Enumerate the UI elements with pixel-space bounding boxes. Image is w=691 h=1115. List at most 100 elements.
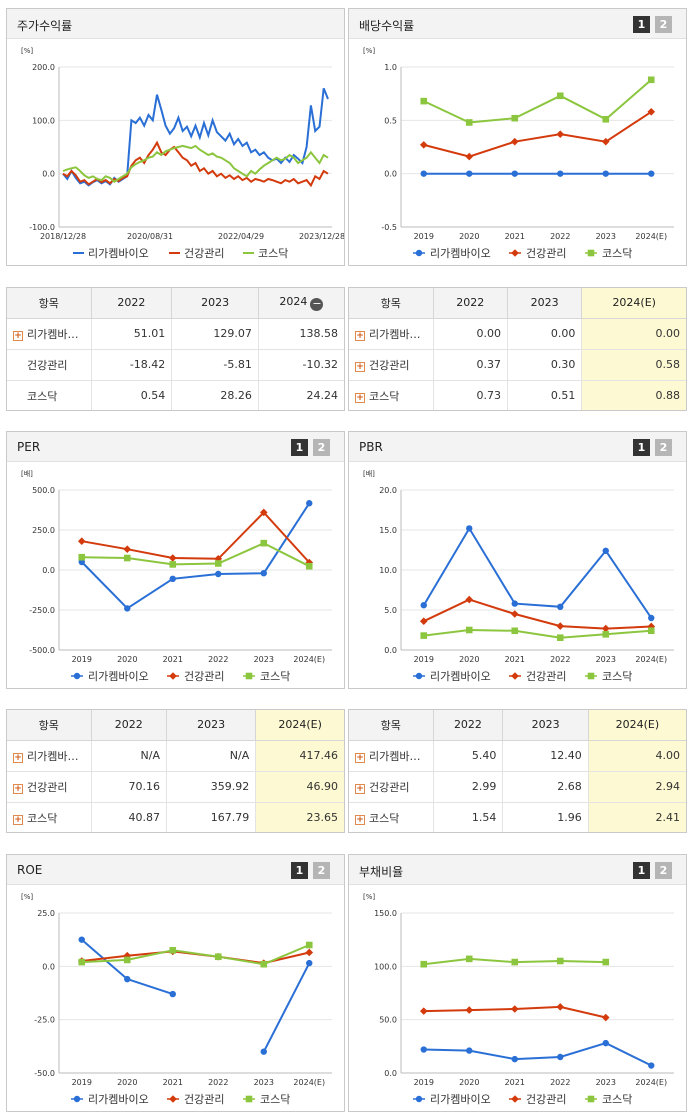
data-point [601, 1013, 610, 1022]
legend-label: 건강관리 [184, 247, 224, 260]
x-tick-label: 2021 [505, 232, 525, 241]
period-button-2[interactable]: 2 [655, 16, 672, 33]
legend-label: 리가켐바이오 [430, 670, 491, 683]
row-name: 건강관리 [369, 358, 410, 372]
row-name-cell[interactable]: + 건강관리 [349, 771, 433, 803]
period-button-1[interactable]: 1 [291, 439, 308, 456]
chart-panel-price: 주가수익률 [%] 200.0 100.0 0.0 -100.0 2018/12/28 20… [6, 8, 345, 266]
data-point [511, 170, 518, 177]
unit-label: [%] [363, 893, 375, 901]
legend-marker [511, 249, 519, 257]
data-point [78, 958, 86, 966]
legend-label: 코스닥 [602, 1093, 632, 1106]
x-tick-label: 2022 [208, 1078, 228, 1087]
x-tick-label: 2024(E) [635, 1078, 667, 1087]
value-cell: 12.40 [502, 740, 589, 772]
series-line [81, 944, 310, 966]
data-point [557, 170, 564, 177]
period-button-2[interactable]: 2 [313, 862, 330, 879]
expand-icon[interactable]: + [355, 392, 365, 403]
column-header-label: 2023 [530, 296, 559, 310]
column-header: 2022 [90, 288, 172, 319]
y-tick-label: 10.0 [379, 566, 397, 575]
chart-panel-pbr: PBR 1 2 [배] 20.0 15.0 10.0 5.0 0.0 2019 2020 202… [348, 431, 687, 689]
legend-marker [73, 1095, 81, 1103]
column-header-label: 2022 [456, 296, 485, 310]
data-point [305, 558, 314, 567]
x-tick-label: 2024(E) [635, 655, 667, 664]
period-button-1[interactable]: 1 [633, 862, 650, 879]
pbr-chart: [배] 20.0 15.0 10.0 5.0 0.0 2019 2020 2021 2022 202… [363, 469, 674, 683]
period-button-2[interactable]: 2 [655, 439, 672, 456]
data-point [259, 508, 268, 517]
y-tick-label: -50.0 [34, 1069, 55, 1078]
data-point [465, 152, 474, 161]
row-name-cell[interactable]: + 리가켐바… [7, 740, 91, 772]
expand-icon[interactable]: + [355, 814, 365, 825]
row-name-cell[interactable]: + 코스닥 [349, 380, 433, 410]
expand-icon[interactable]: + [13, 783, 23, 794]
data-point [420, 170, 427, 177]
data-point [602, 547, 609, 554]
legend-marker [169, 672, 177, 680]
data-point [602, 958, 610, 966]
row-name-cell[interactable]: + 리가켐바… [7, 318, 91, 350]
column-header-label: 2024(E) [615, 718, 660, 732]
data-point [78, 553, 86, 561]
row-name-cell[interactable]: + 건강관리 [7, 771, 91, 803]
column-header-label: 2022 [114, 718, 143, 732]
table-header-row: 항목 2022 2023 2024(E) [349, 288, 686, 319]
value-cell: -5.81 [171, 349, 259, 381]
expand-icon[interactable]: + [13, 752, 23, 763]
series-line [423, 110, 652, 158]
data-point [510, 137, 519, 146]
period-button-2[interactable]: 2 [655, 862, 672, 879]
column-header: 2023 [506, 288, 582, 319]
period-button-1[interactable]: 1 [633, 439, 650, 456]
legend-marker [415, 1095, 423, 1103]
expand-icon[interactable]: + [13, 814, 23, 825]
expand-icon[interactable]: + [355, 361, 365, 372]
x-tick-label: 2018/12/28 [40, 232, 86, 241]
period-button-1[interactable]: 1 [291, 862, 308, 879]
row-name-cell[interactable]: + 건강관리 [349, 349, 433, 381]
legend-marker [169, 1095, 177, 1103]
table-row: + 코스닥 40.87 167.79 23.65 [7, 802, 344, 832]
column-header-label: 2022 [453, 718, 482, 732]
collapse-icon[interactable]: − [310, 296, 324, 311]
chart-panel-per: PER 1 2 [배] 500.0 250.0 0.0 -250.0 -500.0 2019… [6, 431, 345, 689]
row-name-cell[interactable]: + 리가켐바… [349, 318, 433, 350]
value-cell: 1.96 [502, 802, 589, 832]
row-name-cell[interactable]: + 리가켐바… [349, 740, 433, 772]
column-header-label: 2022 [117, 296, 146, 310]
row-name-cell[interactable]: + 코스닥 [7, 802, 91, 832]
data-point [557, 603, 564, 610]
value-cell: 0.00 [432, 318, 508, 350]
data-point [124, 975, 131, 983]
value-cell: 167.79 [165, 802, 256, 832]
y-tick-label: 0.0 [384, 170, 397, 179]
x-tick-label: 2019 [414, 1078, 434, 1087]
column-header: 2022 [432, 288, 508, 319]
expand-icon[interactable]: + [355, 783, 365, 794]
row-name: 코스닥 [27, 389, 58, 403]
row-name-cell[interactable]: + 코스닥 [349, 802, 433, 832]
table-row: + 건강관리 0.37 0.30 0.58 [349, 349, 686, 381]
value-cell: 4.00 [587, 740, 686, 772]
table-row: + 리가켐바… 51.01 129.07 138.58 [7, 318, 344, 350]
row-name: 리가켐바… [27, 327, 79, 341]
y-tick-label: 0.0 [42, 170, 55, 179]
table-header-row: 항목 2022 2023 2024(E) [349, 710, 686, 741]
period-button-2[interactable]: 2 [313, 439, 330, 456]
expand-icon[interactable]: + [355, 752, 365, 763]
x-tick-label: 2021 [505, 1078, 525, 1087]
data-point [647, 627, 655, 635]
chart-header: 배당수익률 1 2 [349, 9, 686, 39]
expand-icon[interactable]: + [355, 330, 365, 341]
x-tick-label: 2019 [414, 655, 434, 664]
expand-icon[interactable]: + [13, 330, 23, 341]
data-point [465, 595, 474, 604]
column-header: 2023 [171, 288, 259, 319]
period-button-1[interactable]: 1 [633, 16, 650, 33]
legend-label: 건강관리 [526, 670, 566, 683]
